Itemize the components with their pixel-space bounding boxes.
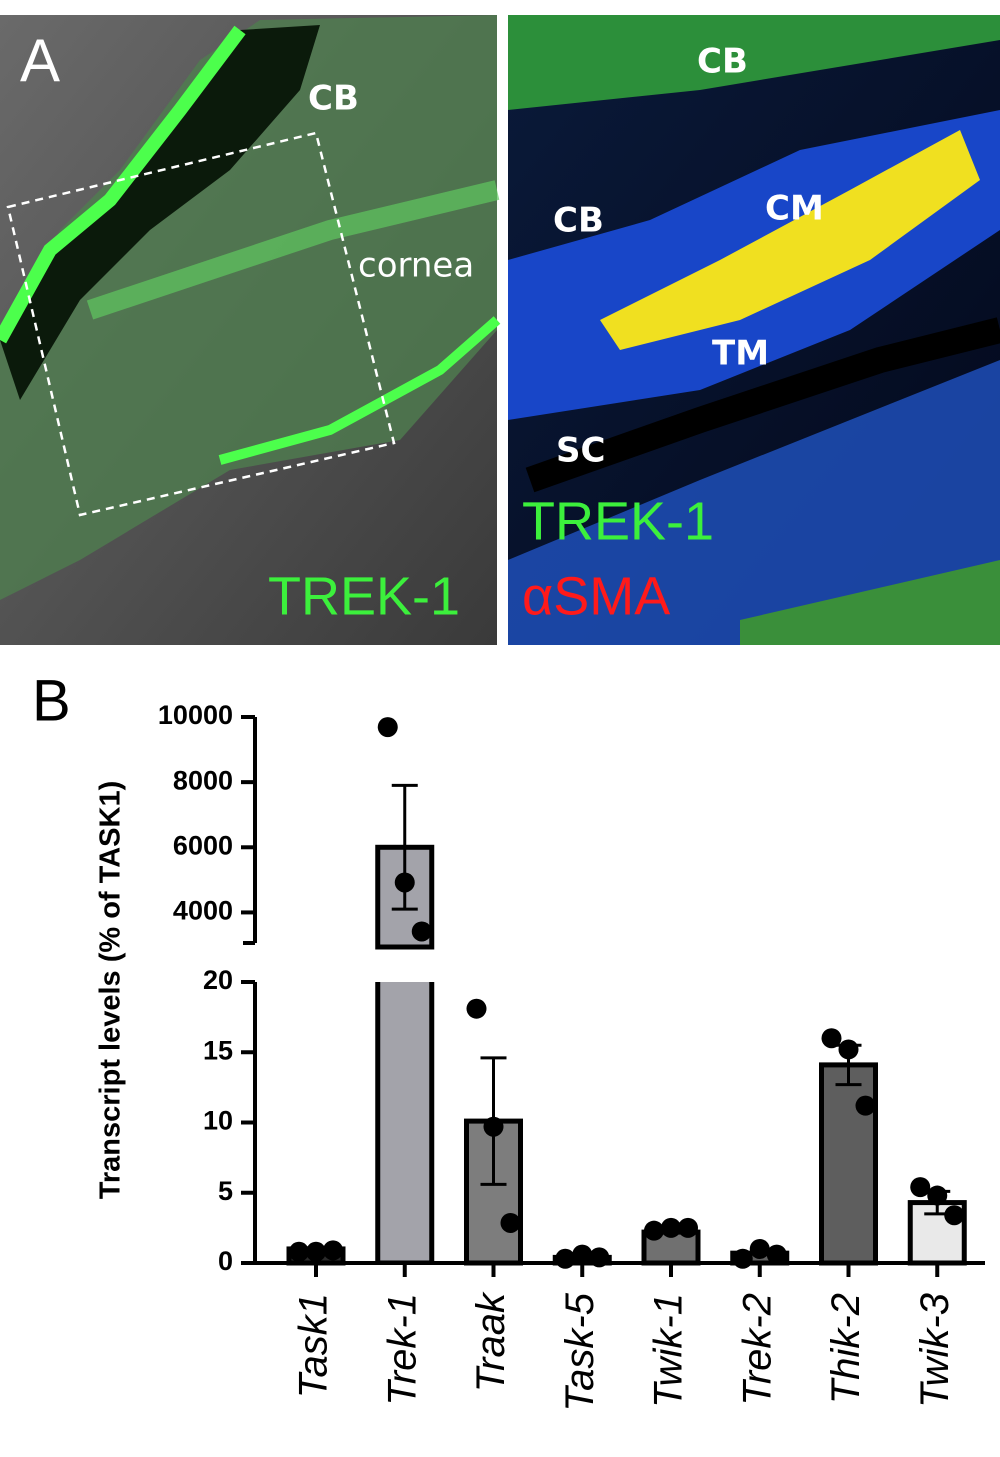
data-point [910,1177,931,1198]
data-point [306,1241,326,1262]
image-label: TM [712,334,769,374]
y-tick-label: 4000 [173,896,233,926]
data-point [749,1238,770,1259]
data-point [555,1248,576,1269]
data-point [661,1217,681,1238]
data-point [678,1217,698,1238]
data-point [323,1240,343,1261]
data-point [944,1205,965,1226]
data-point [483,1116,504,1137]
bar [819,1062,878,1266]
data-point [838,1039,859,1060]
stain-label: TREK-1 [522,491,714,551]
panel-label: A [20,27,60,94]
image-label: CB [697,42,748,82]
panel-label: B [32,668,71,733]
data-point [927,1185,948,1206]
y-tick-label: 20 [203,965,233,995]
data-point [644,1220,664,1241]
stain-label: αSMA [522,566,670,626]
data-point [500,1212,521,1233]
data-point [821,1028,842,1049]
data-point [572,1244,593,1265]
x-tick-label: Task-5 [558,1292,602,1411]
data-point [589,1247,610,1268]
y-tick-label: 5 [218,1176,233,1206]
image-label: CB [308,79,359,119]
data-point [289,1241,309,1262]
y-tick-label: 10 [203,1106,233,1136]
x-tick-label: Thik-2 [824,1293,868,1404]
data-point [466,998,487,1019]
x-tick-label: Trek-2 [735,1293,779,1406]
stain-label: TREK-1 [268,566,460,626]
data-point [377,717,398,738]
data-point [732,1248,753,1269]
x-tick-label: Traak [469,1291,513,1392]
image-label: CB [553,201,604,241]
y-axis-title: Transcript levels (% of TASK1) [95,781,127,1199]
x-tick-label: Task1 [292,1293,336,1398]
micrograph-b [508,15,1000,645]
x-tick-label: Twik-1 [647,1293,691,1408]
bar [375,982,435,1263]
data-point [394,872,415,893]
image-label: cornea [358,246,474,286]
image-label: SC [556,431,605,471]
y-tick-label: 0 [218,1246,233,1276]
x-tick-label: Trek-1 [380,1293,424,1406]
data-point [766,1244,787,1265]
y-tick-label: 8000 [173,765,233,795]
micrograph-a [0,15,501,645]
y-tick-label: 15 [203,1035,233,1065]
y-tick-label: 10000 [158,700,233,730]
x-tick-label: Twik-3 [913,1293,957,1408]
image-label: CM [765,189,824,229]
data-point [855,1095,876,1116]
y-tick-label: 6000 [173,830,233,860]
data-point [411,921,432,942]
